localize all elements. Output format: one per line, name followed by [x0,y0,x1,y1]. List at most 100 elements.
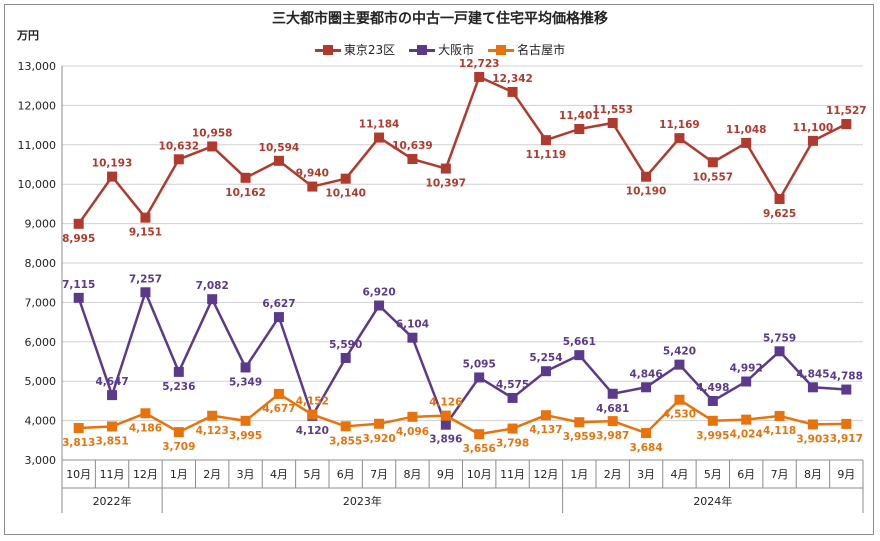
data-point-marker [707,395,718,406]
data-point-marker [374,132,385,143]
data-label: 5,759 [763,332,796,344]
year-label: 2024年 [693,494,732,508]
data-label: 10,639 [392,140,433,152]
data-point-marker [173,366,184,377]
year-label: 2023年 [343,494,382,508]
data-point-marker [440,410,451,421]
data-label: 10,557 [693,171,734,183]
data-label: 6,920 [362,287,395,299]
data-point-marker [340,173,351,184]
legend-item-nagoya: 名古屋市 [488,41,565,58]
data-label: 12,723 [459,58,500,70]
data-point-marker [107,421,118,432]
data-label: 3,656 [463,443,496,455]
data-point-marker [374,300,385,311]
data-point-marker [340,352,351,363]
data-label: 12,342 [492,73,533,85]
data-label: 7,257 [129,273,162,285]
data-label: 3,959 [563,431,596,443]
data-point-marker [607,118,618,129]
x-tick-label: 1月 [570,468,588,481]
x-tick-label: 6月 [737,468,755,481]
data-point-marker [173,154,184,165]
data-label: 11,184 [359,119,400,131]
legend: 東京23区 大阪市 名古屋市 [0,41,880,58]
x-tick-label: 4月 [670,468,688,481]
data-label: 3,855 [329,435,362,447]
data-point-marker [407,411,418,422]
data-label: 3,684 [629,442,662,454]
data-label: 6,627 [262,298,295,310]
x-tick-label: 11月 [100,468,125,481]
y-tick-label: 11,000 [18,139,57,152]
data-label: 4,845 [796,368,829,380]
data-point-marker [807,382,818,393]
data-label: 10,594 [259,142,300,154]
data-label: 4,123 [196,425,229,437]
data-label: 11,119 [526,149,567,161]
data-point-marker [73,422,84,433]
data-point-marker [607,416,618,427]
legend-label-osaka: 大阪市 [438,43,475,57]
legend-item-osaka: 大阪市 [409,41,474,58]
data-point-marker [674,133,685,144]
chart-title: 三大都市圏主要都市の中古一戸建て住宅平均価格推移 [272,11,608,27]
data-label: 11,048 [726,124,767,136]
data-label: 7,082 [196,280,229,292]
data-point-marker [841,384,852,395]
y-axis-unit-label: 万円 [17,29,39,42]
data-point-marker [73,292,84,303]
data-point-marker [774,346,785,357]
x-tick-label: 6月 [337,468,355,481]
data-label: 9,625 [763,208,796,220]
data-label: 10,632 [159,140,200,152]
data-point-marker [240,415,251,426]
x-tick-label: 7月 [771,468,789,481]
data-label: 5,420 [663,346,696,358]
x-tick-label: 4月 [270,468,288,481]
x-tick-label: 2月 [203,468,221,481]
data-point-marker [207,410,218,421]
data-point-marker [507,86,518,97]
data-label: 11,527 [826,105,867,117]
y-tick-label: 9,000 [25,218,57,231]
data-point-marker [540,410,551,421]
legend-swatch-tokyo [314,44,341,55]
x-tick-label: 10月 [467,468,492,481]
x-tick-label: 9月 [437,468,455,481]
y-tick-label: 3,000 [25,454,57,467]
x-tick-label: 1月 [170,468,188,481]
data-label: 4,788 [830,371,863,383]
data-point-marker [173,427,184,438]
data-point-marker [374,418,385,429]
data-label: 11,401 [559,110,600,122]
data-point-marker [107,390,118,401]
data-point-marker [273,155,284,166]
data-label: 3,987 [596,430,629,442]
data-label: 4,575 [496,379,529,391]
data-label: 4,677 [262,403,295,415]
data-point-marker [474,71,485,82]
data-point-marker [707,157,718,168]
data-point-marker [674,394,685,405]
data-label: 4,681 [596,403,629,415]
y-tick-label: 6,000 [25,336,57,349]
series-line-0 [77,75,847,225]
data-label: 5,254 [529,352,562,364]
data-point-marker [841,119,852,130]
y-tick-label: 5,000 [25,375,57,388]
data-point-marker [273,312,284,323]
data-label: 4,137 [529,424,562,436]
data-point-marker [273,388,284,399]
data-label: 4,186 [129,422,162,434]
data-label: 4,118 [763,425,796,437]
data-point-marker [207,141,218,152]
data-point-marker [474,429,485,440]
data-label: 10,190 [626,186,667,198]
y-tick-label: 7,000 [25,296,57,309]
data-label: 4,647 [95,376,128,388]
y-tick-label: 10,000 [18,178,57,191]
data-point-marker [407,154,418,165]
data-point-marker [73,218,84,229]
